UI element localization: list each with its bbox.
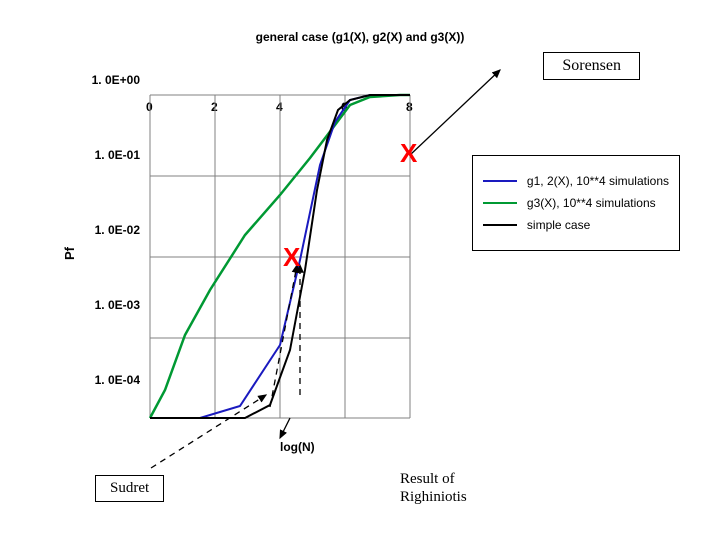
legend-swatch [483, 224, 517, 226]
legend-swatch [483, 202, 517, 204]
legend-item: g3(X), 10**4 simulations [483, 196, 669, 210]
legend: g1, 2(X), 10**4 simulations g3(X), 10**4 … [472, 155, 680, 251]
legend-label: simple case [527, 218, 590, 232]
sorensen-label-box: Sorensen [543, 52, 640, 80]
legend-label: g3(X), 10**4 simulations [527, 196, 656, 210]
sudret-label-box: Sudret [95, 475, 164, 502]
cross-mark: X [400, 138, 417, 169]
annotation-arrow [280, 418, 290, 438]
legend-item: g1, 2(X), 10**4 simulations [483, 174, 669, 188]
cross-mark: X [283, 242, 300, 273]
legend-item: simple case [483, 218, 669, 232]
legend-swatch [483, 180, 517, 182]
annotation-arrow [410, 70, 500, 155]
annotation-arrow [151, 395, 266, 468]
chart-svg [0, 0, 720, 540]
legend-label: g1, 2(X), 10**4 simulations [527, 174, 669, 188]
